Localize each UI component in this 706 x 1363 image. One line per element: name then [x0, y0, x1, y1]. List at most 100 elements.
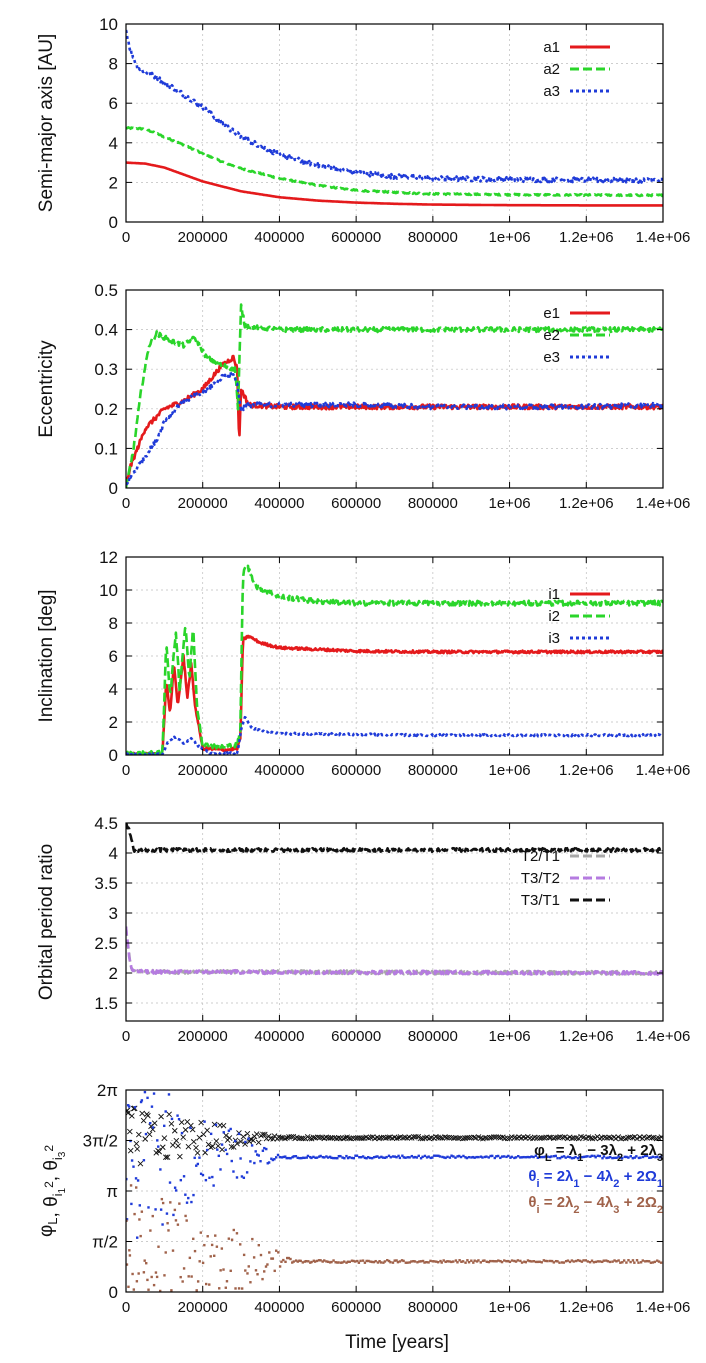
data-point [415, 1133, 422, 1140]
data-point [250, 1144, 254, 1147]
data-point [391, 1261, 395, 1264]
data-point [625, 1155, 628, 1159]
data-point [367, 1134, 374, 1141]
data-point [596, 1154, 600, 1157]
data-point [242, 1141, 248, 1147]
data-point [580, 1260, 584, 1263]
data-point [176, 1223, 180, 1226]
data-point [502, 1155, 506, 1158]
data-point [275, 1249, 278, 1252]
data-point [211, 1175, 214, 1179]
y-tick-label: 3 [109, 904, 118, 923]
data-point [249, 1281, 252, 1284]
data-point [152, 1092, 156, 1095]
data-point [165, 1212, 169, 1215]
data-point [370, 1260, 374, 1264]
data-point [413, 1155, 417, 1159]
data-point [572, 1260, 575, 1263]
data-point [246, 1272, 249, 1275]
data-point [376, 1155, 379, 1158]
data-point [310, 1156, 313, 1160]
data-point [214, 1123, 218, 1127]
data-point [483, 1259, 486, 1262]
data-point [345, 1261, 348, 1264]
data-point [404, 1156, 407, 1159]
data-point [637, 1134, 643, 1140]
data-point [352, 1156, 356, 1160]
data-point [138, 1204, 141, 1207]
data-point [631, 1156, 635, 1160]
x-tick-label: 200000 [178, 495, 228, 512]
data-point [131, 1272, 134, 1276]
data-point [528, 1259, 531, 1263]
x-tick-label: 400000 [254, 229, 304, 246]
legend-label-part: − 3λ [583, 1142, 617, 1159]
data-point [309, 1155, 312, 1159]
data-point [199, 1231, 203, 1234]
data-point [586, 1155, 589, 1158]
data-point [263, 1146, 266, 1150]
y-tick-label: 2.5 [94, 934, 118, 953]
data-point [328, 1261, 332, 1264]
data-point [164, 1154, 171, 1160]
data-point [257, 1154, 260, 1157]
data-point [278, 1134, 284, 1141]
data-point [171, 1127, 178, 1134]
x-tick-label: 1.4e+06 [636, 495, 691, 512]
data-point [193, 1144, 199, 1151]
data-point [130, 1159, 134, 1162]
legend-label-part: + 2Ω [619, 1194, 656, 1211]
plot-frame [125, 289, 664, 489]
legend-label-part: 2 [657, 1204, 663, 1216]
data-point [602, 1155, 606, 1158]
x-tick-label: 1.4e+06 [636, 1028, 691, 1045]
data-point [546, 1155, 549, 1158]
data-point [552, 1261, 556, 1264]
legend-label-part: = λ [552, 1142, 578, 1159]
data-point [450, 1154, 453, 1157]
series-line-e2 [126, 303, 663, 488]
series-line-t2t1 [126, 926, 663, 977]
x-tick-label: 1e+06 [489, 1028, 531, 1045]
data-point [481, 1156, 484, 1159]
data-point [458, 1259, 461, 1262]
data-layer [126, 564, 663, 755]
data-point [645, 1154, 649, 1158]
data-point [570, 1157, 574, 1160]
data-point [410, 1260, 413, 1263]
data-point [345, 1154, 348, 1158]
data-point [435, 1260, 438, 1263]
data-point [204, 1282, 208, 1286]
data-point [220, 1143, 224, 1146]
data-point [659, 1261, 663, 1264]
data-point [326, 1156, 330, 1159]
data-point [140, 1099, 144, 1102]
data-point [232, 1228, 235, 1232]
data-point [225, 1152, 229, 1156]
data-point [485, 1155, 488, 1158]
y-tick-label: 0.4 [94, 321, 118, 340]
data-point [554, 1154, 557, 1158]
data-point [140, 1210, 144, 1213]
data-point [136, 1179, 140, 1182]
data-point [277, 1251, 280, 1254]
data-point [154, 1271, 158, 1274]
data-point [198, 1260, 201, 1263]
data-point [299, 1259, 302, 1263]
data-point [562, 1261, 566, 1264]
data-point [147, 1206, 150, 1209]
legend-label: T3/T1 [521, 892, 560, 909]
data-point [459, 1155, 463, 1159]
data-point [149, 1122, 152, 1125]
data-point [441, 1155, 444, 1159]
y-tick-label: 6 [109, 647, 118, 666]
data-point [627, 1156, 630, 1159]
legend-label-part: 2 [617, 1152, 623, 1164]
data-point [600, 1260, 604, 1264]
data-point [408, 1156, 411, 1159]
data-point [477, 1259, 480, 1262]
data-point [337, 1154, 341, 1158]
data-point [158, 1113, 164, 1120]
data-point [508, 1260, 512, 1264]
data-point [611, 1156, 614, 1160]
